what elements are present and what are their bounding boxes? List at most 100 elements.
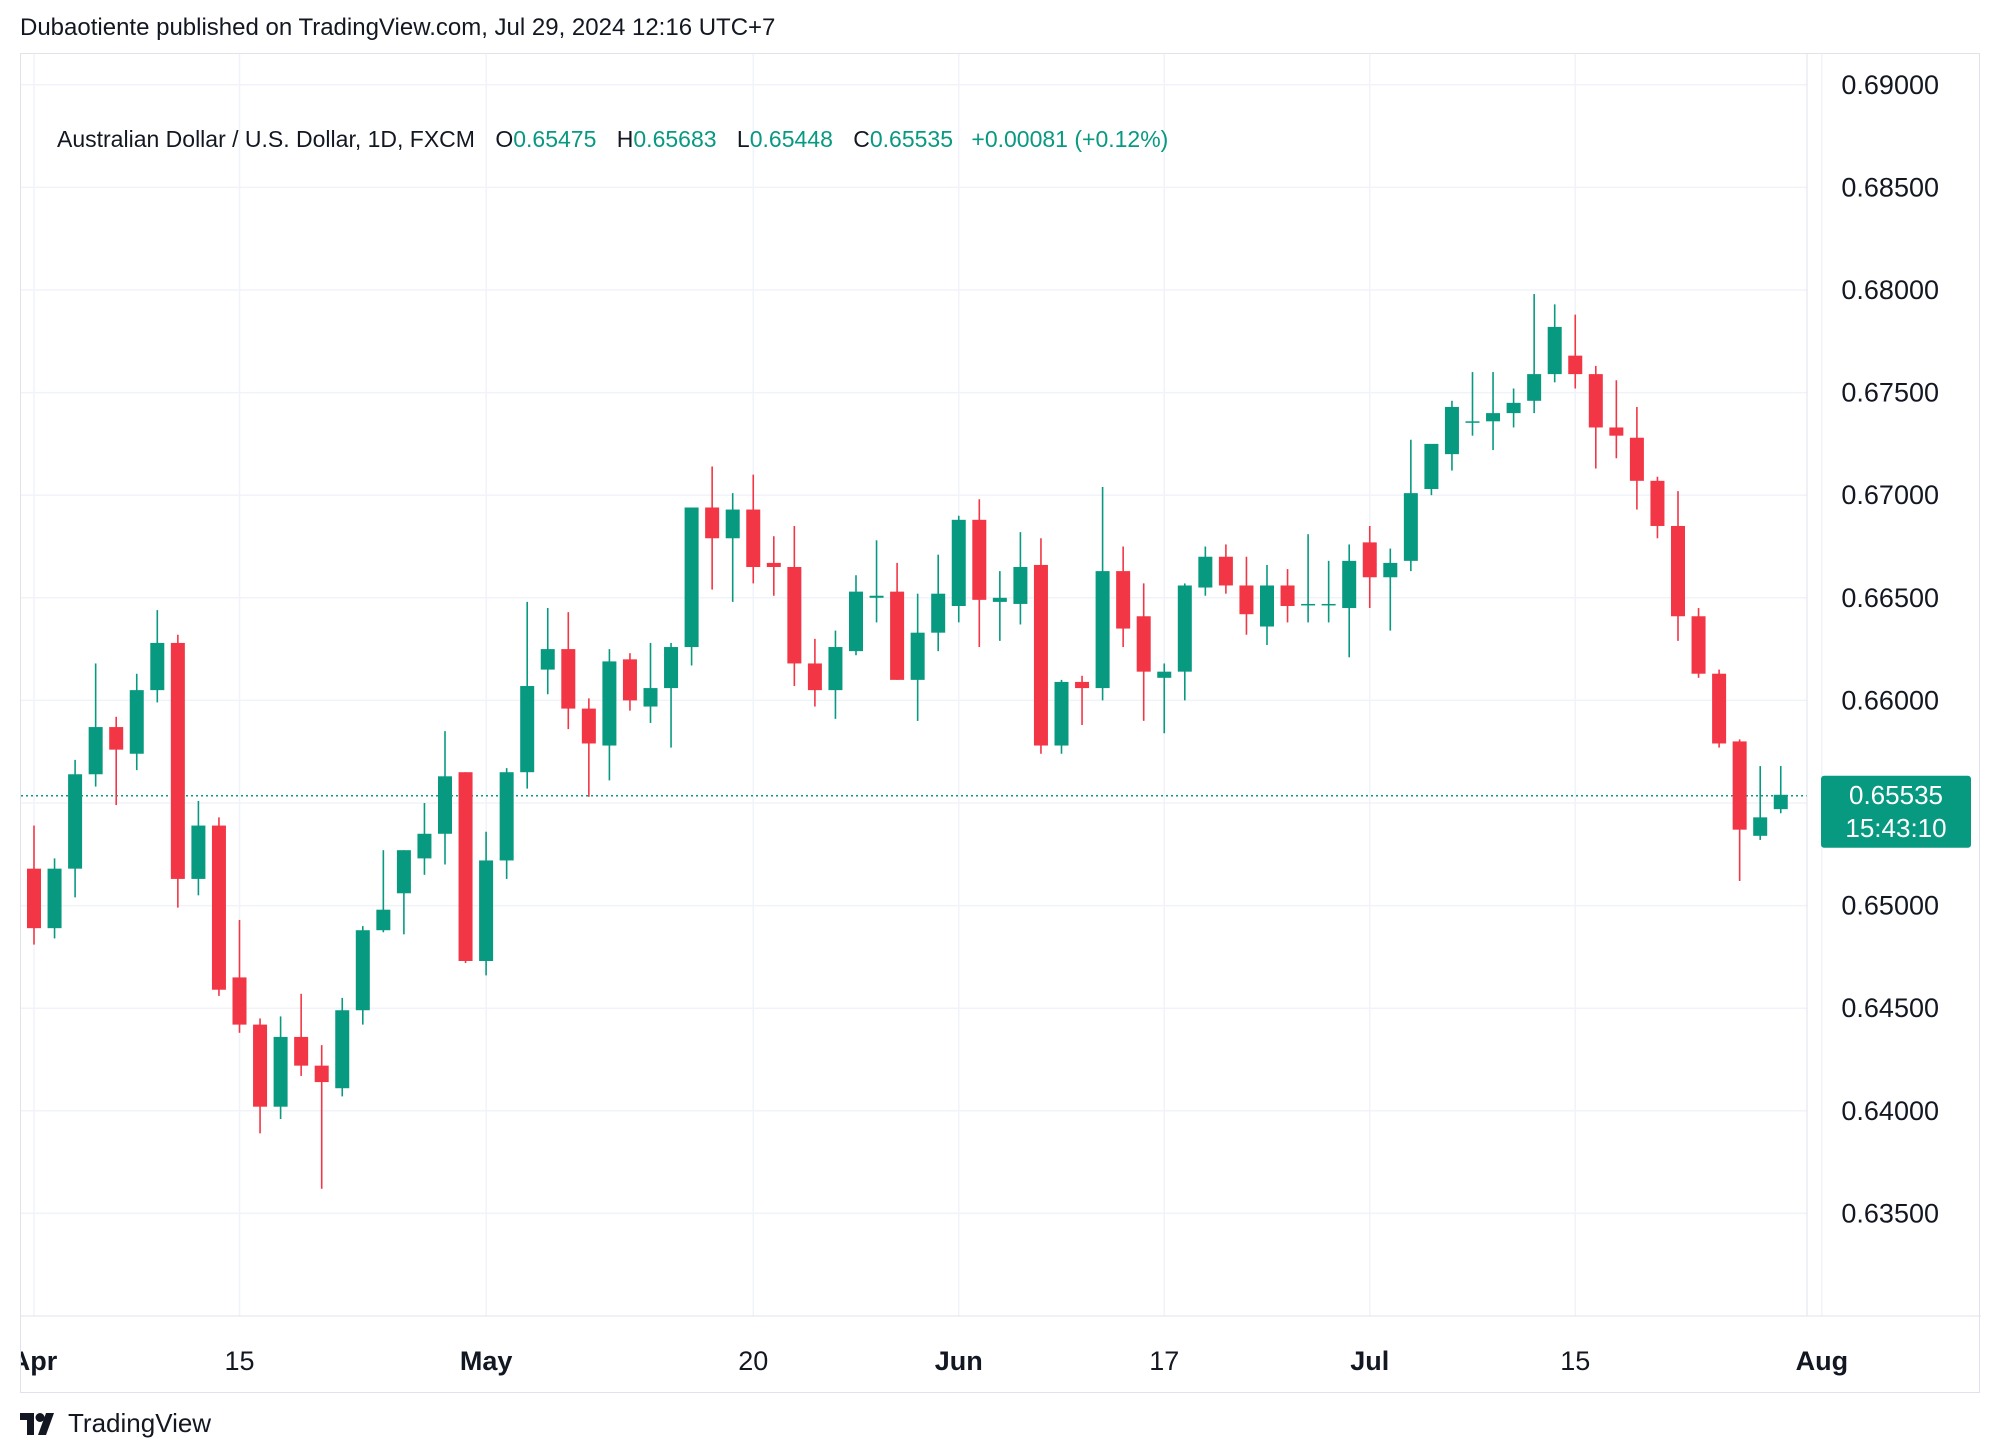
candle[interactable] <box>335 997 350 1097</box>
candle[interactable] <box>1239 556 1254 635</box>
candle[interactable] <box>972 499 987 648</box>
candle-body <box>972 519 987 600</box>
candle[interactable] <box>47 858 62 939</box>
price-axis[interactable]: 0.69000 0.68500 0.68000 0.67500 0.67000 0.665… <box>1806 54 1939 1316</box>
candle[interactable] <box>1547 304 1562 383</box>
candle[interactable] <box>828 630 843 719</box>
candle[interactable] <box>1075 675 1090 726</box>
candle[interactable] <box>253 1018 268 1134</box>
candle-body <box>1177 585 1192 672</box>
candle[interactable] <box>622 653 637 711</box>
candle[interactable] <box>849 575 863 656</box>
candle[interactable] <box>1773 766 1788 814</box>
candle[interactable] <box>1362 525 1377 609</box>
candle[interactable] <box>1116 546 1131 648</box>
candle[interactable] <box>1486 372 1501 451</box>
candle[interactable] <box>1691 608 1706 678</box>
candle[interactable] <box>807 638 822 707</box>
candle[interactable] <box>602 649 617 781</box>
candles[interactable] <box>27 294 1788 1189</box>
candle[interactable] <box>417 802 432 875</box>
candle[interactable] <box>376 850 391 933</box>
candle-body <box>479 860 494 961</box>
candle[interactable] <box>211 817 226 996</box>
candle[interactable] <box>1444 400 1459 471</box>
candle[interactable] <box>1609 380 1624 459</box>
candle[interactable] <box>438 731 452 865</box>
candle[interactable] <box>1588 365 1603 469</box>
candle[interactable] <box>705 466 720 590</box>
candle[interactable] <box>170 634 185 908</box>
candle[interactable] <box>1301 534 1316 623</box>
price-tick-label: 0.66500 <box>1841 583 1939 613</box>
candle-body <box>1403 493 1418 561</box>
candle[interactable] <box>890 562 905 680</box>
candle[interactable] <box>766 536 781 596</box>
candle[interactable] <box>191 800 206 896</box>
candle[interactable] <box>931 554 946 652</box>
candle[interactable] <box>1506 388 1521 428</box>
time-axis[interactable]: Apr 15 May 20 Jun 17 Jul 15 Aug <box>21 1315 1981 1376</box>
candle[interactable] <box>787 525 802 687</box>
candle[interactable] <box>992 571 1007 641</box>
candle[interactable] <box>1403 439 1418 572</box>
candle[interactable] <box>951 515 966 623</box>
candle[interactable] <box>1280 569 1295 623</box>
candle[interactable] <box>314 1045 329 1189</box>
candle[interactable] <box>1033 538 1048 754</box>
candle[interactable] <box>684 507 699 666</box>
candle-body <box>1486 413 1501 422</box>
candle[interactable] <box>1732 739 1747 881</box>
candle[interactable] <box>1260 564 1274 645</box>
candle[interactable] <box>27 825 41 945</box>
candle[interactable] <box>1527 294 1542 414</box>
candle[interactable] <box>1465 372 1480 436</box>
candle[interactable] <box>910 593 925 721</box>
candle[interactable] <box>1342 544 1357 658</box>
candle[interactable] <box>1671 491 1685 641</box>
candle[interactable] <box>109 716 124 806</box>
candle[interactable] <box>355 926 370 1025</box>
candle[interactable] <box>1383 548 1398 631</box>
candlestick-chart[interactable]: 0.69000 0.68500 0.68000 0.67500 0.67000 0.665… <box>21 54 1981 1394</box>
candle[interactable] <box>294 993 309 1076</box>
candle[interactable] <box>520 601 535 789</box>
candle[interactable] <box>396 850 411 935</box>
candle[interactable] <box>725 493 740 602</box>
tradingview-logo[interactable]: TradingView <box>20 1408 211 1439</box>
candle[interactable] <box>1650 476 1665 539</box>
symbol-name[interactable]: Australian Dollar / U.S. Dollar, 1D, FXC… <box>57 126 475 152</box>
candle[interactable] <box>1218 544 1233 594</box>
candle[interactable] <box>1177 583 1192 701</box>
candle-body <box>766 562 781 568</box>
candle[interactable] <box>499 768 514 879</box>
candle[interactable] <box>1157 663 1172 734</box>
candle[interactable] <box>1198 546 1213 596</box>
candle[interactable] <box>643 642 658 723</box>
candle[interactable] <box>540 608 555 695</box>
chart-frame[interactable]: 0.69000 0.68500 0.68000 0.67500 0.67000 0.665… <box>20 53 1981 1394</box>
candle[interactable] <box>869 540 884 623</box>
candle[interactable] <box>1321 560 1336 623</box>
candle[interactable] <box>129 673 144 771</box>
candle[interactable] <box>1424 443 1439 496</box>
candle[interactable] <box>458 772 473 964</box>
candle[interactable] <box>88 663 103 787</box>
candle[interactable] <box>1753 766 1768 840</box>
candle[interactable] <box>746 474 761 584</box>
candle[interactable] <box>1712 669 1727 748</box>
candle[interactable] <box>664 642 679 748</box>
candle[interactable] <box>1136 583 1151 721</box>
candle[interactable] <box>68 759 83 898</box>
candle[interactable] <box>1629 406 1644 510</box>
candle[interactable] <box>1013 532 1028 625</box>
candle[interactable] <box>232 919 247 1033</box>
candle[interactable] <box>1568 314 1583 389</box>
candle[interactable] <box>150 610 165 703</box>
candle[interactable] <box>581 698 596 797</box>
candle[interactable] <box>1054 679 1069 754</box>
candle[interactable] <box>561 612 576 730</box>
candle[interactable] <box>479 831 494 976</box>
candle[interactable] <box>1095 486 1110 701</box>
candle[interactable] <box>273 1016 288 1120</box>
